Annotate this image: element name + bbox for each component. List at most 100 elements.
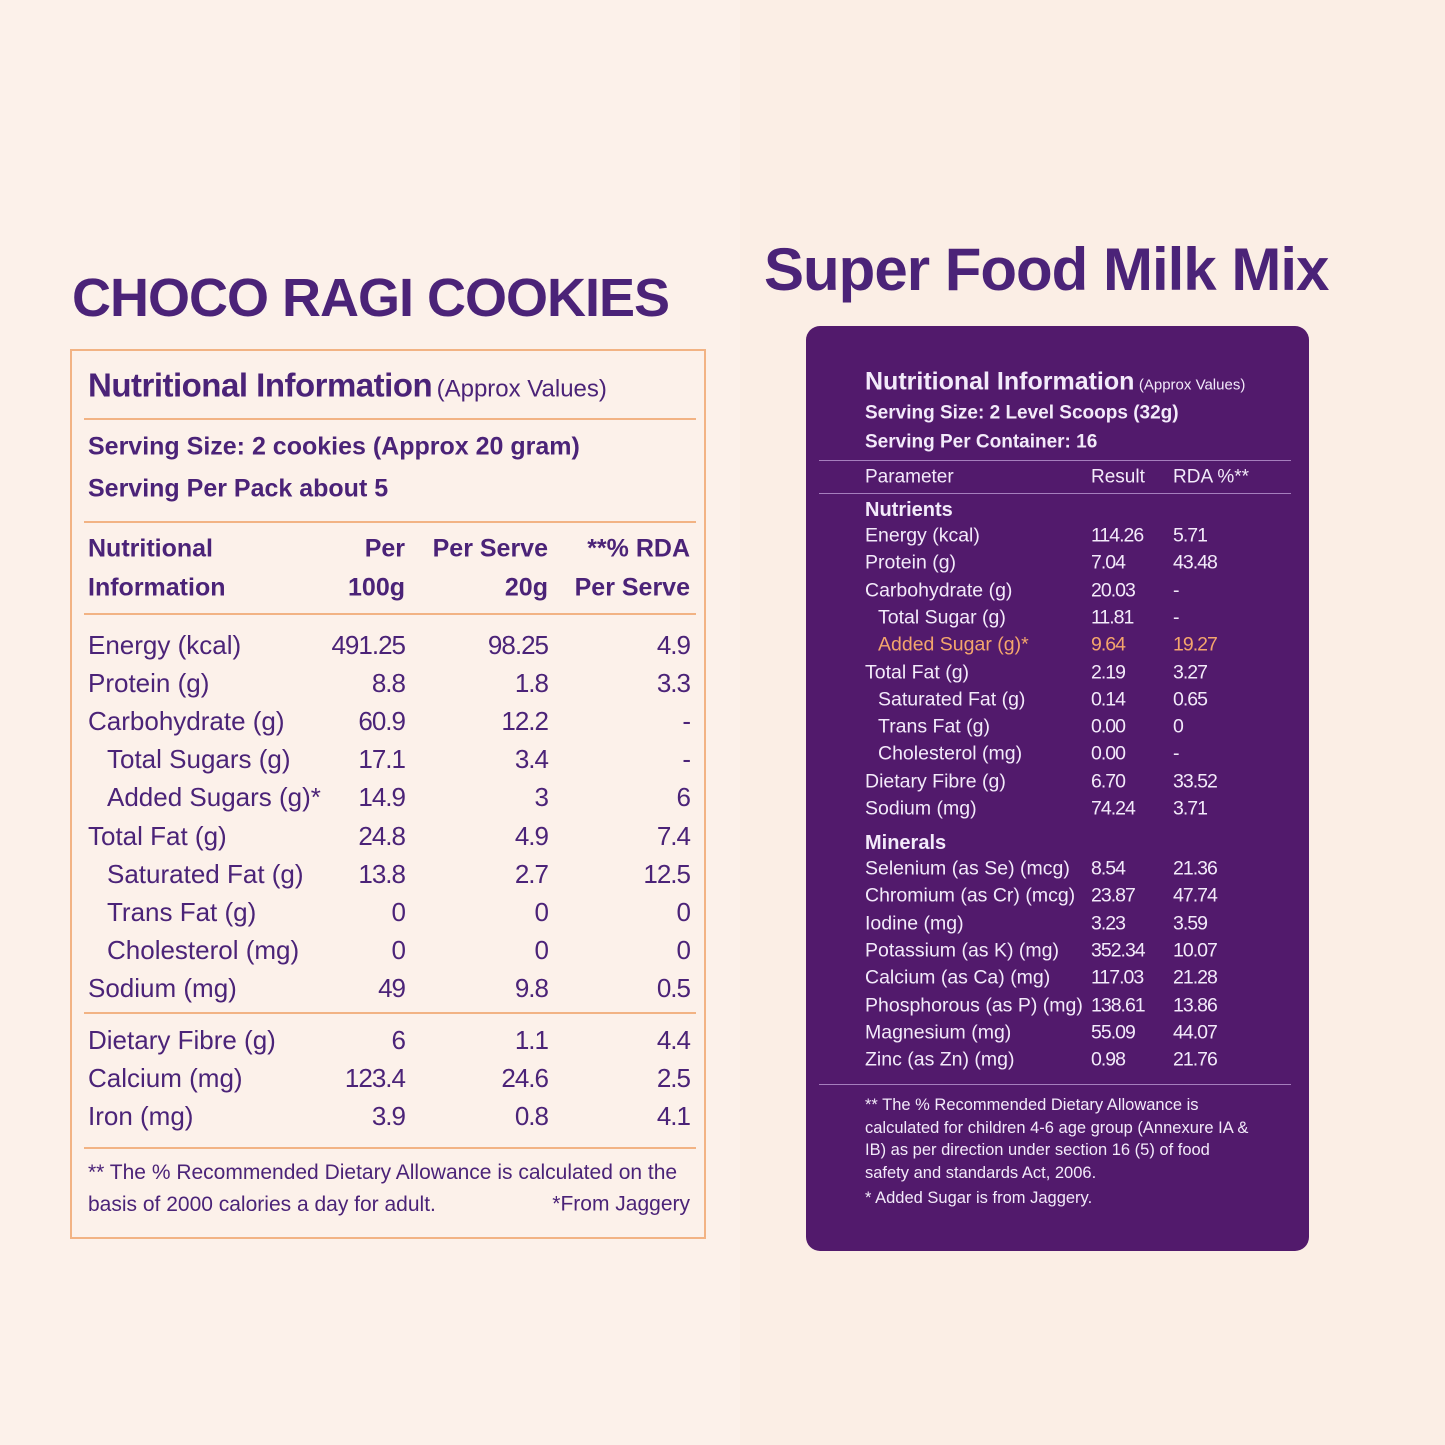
cell-value: 3.3 xyxy=(656,668,691,699)
cell-value: 117.03 xyxy=(1091,966,1144,989)
serving-size: Serving Size: 2 cookies (Approx 20 gram) xyxy=(88,432,580,461)
column-header: 100g xyxy=(348,573,405,602)
cell-value: 0.14 xyxy=(1091,688,1126,711)
cell-value: 0.00 xyxy=(1091,715,1126,738)
column-header: Per xyxy=(364,534,405,563)
row-label: Sodium (mg) xyxy=(865,797,977,820)
cell-value: 114.26 xyxy=(1091,524,1144,547)
cell-value: 55.09 xyxy=(1091,1021,1136,1044)
row-label: Chromium (as Cr) (mcg) xyxy=(865,884,1076,907)
left-title: CHOCO RAGI COOKIES xyxy=(72,268,670,328)
cell-value: 2.5 xyxy=(656,1063,691,1094)
left-label-box xyxy=(70,349,706,1239)
cell-value: 9.8 xyxy=(514,972,549,1003)
cell-value: 49 xyxy=(378,972,406,1003)
cell-value: 0.8 xyxy=(514,1101,549,1132)
cell-value: 21.28 xyxy=(1173,966,1218,989)
row-label: Added Sugar (g)* xyxy=(878,633,1029,656)
cell-value: 12.2 xyxy=(501,706,549,737)
row-label: Total Fat (g) xyxy=(88,820,227,851)
row-label: Total Sugars (g) xyxy=(107,744,291,775)
row-label: Total Fat (g) xyxy=(865,660,970,683)
row-label: Sodium (mg) xyxy=(88,972,237,1003)
right-label-panel xyxy=(806,326,1309,1251)
cell-value: 8.54 xyxy=(1091,857,1126,880)
row-label: Energy (kcal) xyxy=(88,630,242,660)
cell-value: 138.61 xyxy=(1091,993,1146,1016)
row-label: Dietary Fibre (g) xyxy=(865,769,1006,792)
section-name: Minerals xyxy=(865,832,947,854)
cell-value: 0.5 xyxy=(656,972,691,1003)
row-label: Added Sugars (g)* xyxy=(107,782,321,813)
footnote-rda: ** The % Recommended Dietary Allowance i… xyxy=(865,1096,1249,1182)
cell-value: 1.8 xyxy=(514,668,549,699)
cell-value: 21.76 xyxy=(1173,1048,1218,1071)
row-label: Total Sugar (g) xyxy=(878,606,1006,629)
row-label: Calcium (mg) xyxy=(88,1063,243,1094)
cell-value: 0 xyxy=(676,896,692,927)
row-label: Potassium (as K) (mg) xyxy=(865,939,1059,962)
serving-per-pack: Serving Per Pack about 5 xyxy=(88,474,389,503)
cell-value: 6 xyxy=(676,782,692,813)
row-label: Phosphorous (as P) (mg) xyxy=(865,993,1083,1016)
cell-value: 3.9 xyxy=(371,1101,406,1132)
cell-value: 0 xyxy=(534,934,550,965)
row-label: Calcium (as Ca) (mg) xyxy=(865,966,1051,989)
cell-value: 13.8 xyxy=(358,858,406,889)
divider xyxy=(819,1084,1291,1085)
heading: Nutritional Information xyxy=(865,367,1135,396)
divider xyxy=(819,460,1291,461)
column-header: **% RDA xyxy=(587,534,690,563)
cell-value: 21.36 xyxy=(1173,857,1218,880)
row-label: Carbohydrate (g) xyxy=(88,706,285,737)
cell-value: - xyxy=(682,706,691,737)
left-heading: Nutritional Information (Approx Values) xyxy=(88,369,607,402)
cell-value: 352.34 xyxy=(1091,939,1146,962)
cell-value: 33.52 xyxy=(1173,769,1218,792)
column-header: Information xyxy=(88,573,226,602)
column-header: Result xyxy=(1091,466,1145,488)
row-label: Carbohydrate (g) xyxy=(865,578,1013,601)
cell-value: 123.4 xyxy=(344,1063,406,1094)
cell-value: 0 xyxy=(534,896,550,927)
cell-value: - xyxy=(1173,742,1179,765)
cell-value: 24.6 xyxy=(501,1063,549,1094)
cell-value: 3.27 xyxy=(1173,660,1208,683)
cell-value: 0 xyxy=(676,934,692,965)
column-header: RDA %** xyxy=(1173,466,1250,488)
cell-value: 20.03 xyxy=(1091,578,1136,601)
row-label: Protein (g) xyxy=(88,668,210,699)
cell-value: 3.71 xyxy=(1173,797,1208,820)
row-label: Iron (mg) xyxy=(88,1101,194,1132)
cell-value: 74.24 xyxy=(1091,797,1136,820)
heading-note: (Approx Values) xyxy=(436,375,607,403)
divider xyxy=(819,493,1291,494)
cell-value: 2.19 xyxy=(1091,660,1126,683)
cell-value: 8.8 xyxy=(371,668,406,699)
cell-value: 10.07 xyxy=(1173,939,1218,962)
cell-value: 6 xyxy=(391,1025,407,1055)
cell-value: 0.98 xyxy=(1091,1048,1126,1071)
cell-value: 14.9 xyxy=(358,782,406,813)
cell-value: 47.74 xyxy=(1173,884,1218,907)
cell-value: 4.4 xyxy=(656,1025,691,1055)
row-label: Saturated Fat (g) xyxy=(878,688,1026,711)
column-header: Per Serve xyxy=(432,534,548,563)
row-label: Iodine (mg) xyxy=(865,911,964,934)
serving-per-container: Serving Per Container: 16 xyxy=(865,431,1098,453)
cell-value: 7.4 xyxy=(656,820,691,851)
cell-value: 3.4 xyxy=(514,744,549,775)
row-label: Magnesium (mg) xyxy=(865,1021,1012,1044)
row-label: Protein (g) xyxy=(865,551,957,574)
row-label: Energy (kcal) xyxy=(865,524,980,547)
cell-value: 24.8 xyxy=(358,820,406,851)
row-label: Cholesterol (mg) xyxy=(107,934,300,965)
row-label: Trans Fat (g) xyxy=(878,715,990,738)
cell-value: 3 xyxy=(534,782,550,813)
row-label: Selenium (as Se) (mcg) xyxy=(865,857,1070,880)
heading: Nutritional Information xyxy=(88,366,433,404)
cell-value: 3.59 xyxy=(1173,911,1208,934)
cell-value: 5.71 xyxy=(1173,524,1208,547)
row-label: Cholesterol (mg) xyxy=(878,742,1023,765)
